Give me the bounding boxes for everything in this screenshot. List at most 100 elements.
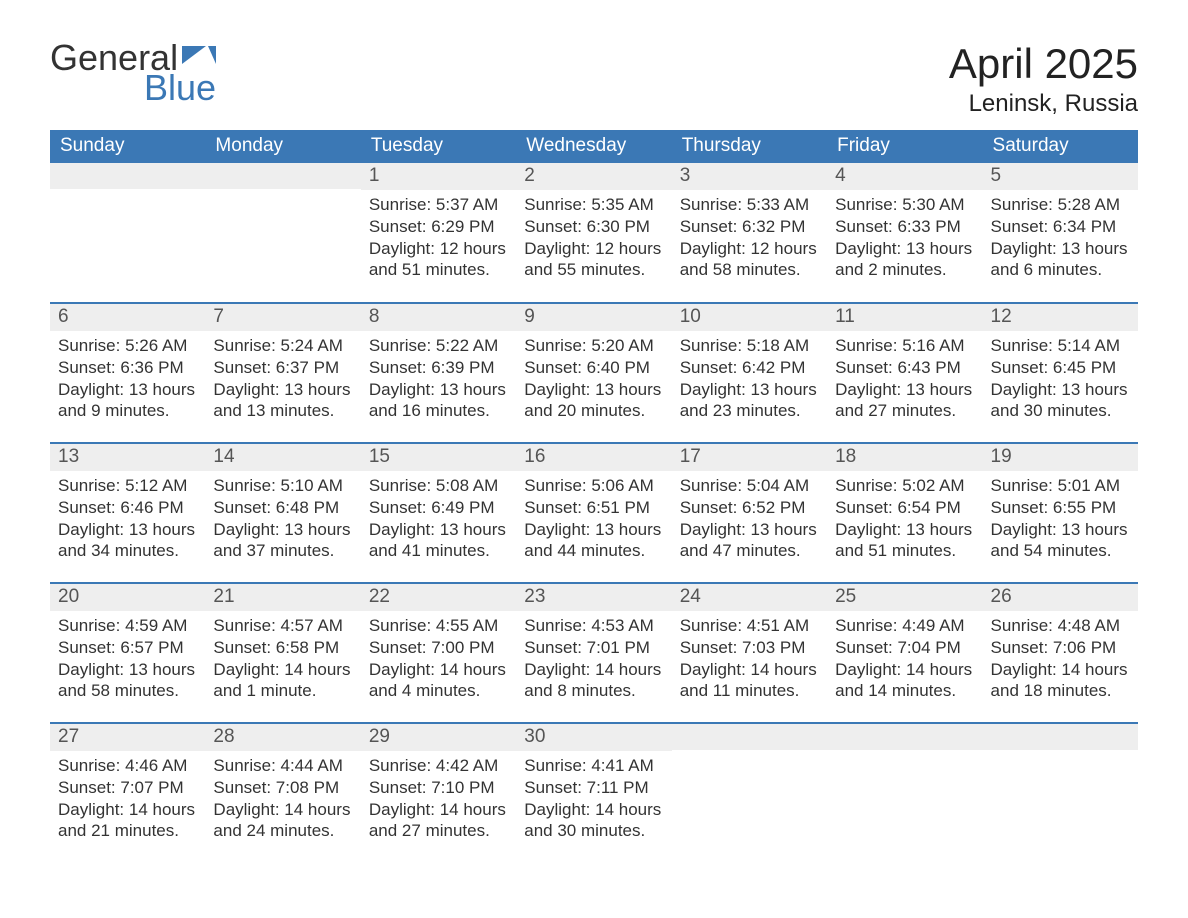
daylight-text: Daylight: 13 hours and 37 minutes. — [213, 519, 352, 563]
brand-word2: Blue — [50, 70, 216, 106]
sunrise-text: Sunrise: 4:57 AM — [213, 615, 352, 637]
calendar-day-cell: 8Sunrise: 5:22 AMSunset: 6:39 PMDaylight… — [361, 303, 516, 443]
daylight-text: Daylight: 14 hours and 8 minutes. — [524, 659, 663, 703]
sunrise-text: Sunrise: 4:44 AM — [213, 755, 352, 777]
sunset-text: Sunset: 6:48 PM — [213, 497, 352, 519]
calendar-day-cell — [50, 163, 205, 303]
calendar-day-cell: 25Sunrise: 4:49 AMSunset: 7:04 PMDayligh… — [827, 583, 982, 723]
brand-logo: General Blue — [50, 40, 216, 106]
sunset-text: Sunset: 7:06 PM — [991, 637, 1130, 659]
sunrise-text: Sunrise: 5:35 AM — [524, 194, 663, 216]
sunset-text: Sunset: 6:39 PM — [369, 357, 508, 379]
sunset-text: Sunset: 6:42 PM — [680, 357, 819, 379]
sunrise-text: Sunrise: 5:14 AM — [991, 335, 1130, 357]
day-number: 16 — [516, 444, 671, 471]
day-body: Sunrise: 5:26 AMSunset: 6:36 PMDaylight:… — [50, 331, 205, 430]
location-label: Leninsk, Russia — [949, 90, 1138, 118]
calendar-day-cell — [983, 723, 1138, 863]
sunrise-text: Sunrise: 4:41 AM — [524, 755, 663, 777]
sunset-text: Sunset: 6:37 PM — [213, 357, 352, 379]
daylight-text: Daylight: 13 hours and 34 minutes. — [58, 519, 197, 563]
day-number: 21 — [205, 584, 360, 611]
day-number: 25 — [827, 584, 982, 611]
sunrise-text: Sunrise: 5:20 AM — [524, 335, 663, 357]
sunset-text: Sunset: 6:46 PM — [58, 497, 197, 519]
daylight-text: Daylight: 13 hours and 6 minutes. — [991, 238, 1130, 282]
daylight-text: Daylight: 13 hours and 2 minutes. — [835, 238, 974, 282]
daylight-text: Daylight: 13 hours and 44 minutes. — [524, 519, 663, 563]
day-number: 9 — [516, 304, 671, 331]
weekday-header-row: Sunday Monday Tuesday Wednesday Thursday… — [50, 130, 1138, 163]
day-number: 17 — [672, 444, 827, 471]
sunset-text: Sunset: 6:54 PM — [835, 497, 974, 519]
daylight-text: Daylight: 14 hours and 11 minutes. — [680, 659, 819, 703]
sunset-text: Sunset: 6:51 PM — [524, 497, 663, 519]
calendar-day-cell: 1Sunrise: 5:37 AMSunset: 6:29 PMDaylight… — [361, 163, 516, 303]
day-number — [983, 724, 1138, 750]
calendar-day-cell: 4Sunrise: 5:30 AMSunset: 6:33 PMDaylight… — [827, 163, 982, 303]
calendar-day-cell: 7Sunrise: 5:24 AMSunset: 6:37 PMDaylight… — [205, 303, 360, 443]
sunrise-text: Sunrise: 5:16 AM — [835, 335, 974, 357]
day-number: 5 — [983, 163, 1138, 190]
calendar-day-cell: 30Sunrise: 4:41 AMSunset: 7:11 PMDayligh… — [516, 723, 671, 863]
calendar-day-cell: 17Sunrise: 5:04 AMSunset: 6:52 PMDayligh… — [672, 443, 827, 583]
calendar-day-cell — [672, 723, 827, 863]
day-number: 11 — [827, 304, 982, 331]
day-body: Sunrise: 5:10 AMSunset: 6:48 PMDaylight:… — [205, 471, 360, 570]
day-body: Sunrise: 5:04 AMSunset: 6:52 PMDaylight:… — [672, 471, 827, 570]
sunrise-text: Sunrise: 5:24 AM — [213, 335, 352, 357]
day-body: Sunrise: 5:14 AMSunset: 6:45 PMDaylight:… — [983, 331, 1138, 430]
sunset-text: Sunset: 7:03 PM — [680, 637, 819, 659]
day-number: 28 — [205, 724, 360, 751]
day-body: Sunrise: 4:41 AMSunset: 7:11 PMDaylight:… — [516, 751, 671, 850]
sunset-text: Sunset: 6:40 PM — [524, 357, 663, 379]
sunset-text: Sunset: 6:36 PM — [58, 357, 197, 379]
daylight-text: Daylight: 14 hours and 24 minutes. — [213, 799, 352, 843]
sunrise-text: Sunrise: 5:02 AM — [835, 475, 974, 497]
calendar-day-cell: 3Sunrise: 5:33 AMSunset: 6:32 PMDaylight… — [672, 163, 827, 303]
sunset-text: Sunset: 6:52 PM — [680, 497, 819, 519]
sunrise-text: Sunrise: 5:33 AM — [680, 194, 819, 216]
sunset-text: Sunset: 6:32 PM — [680, 216, 819, 238]
sunset-text: Sunset: 6:30 PM — [524, 216, 663, 238]
sunrise-text: Sunrise: 5:37 AM — [369, 194, 508, 216]
calendar-week-row: 13Sunrise: 5:12 AMSunset: 6:46 PMDayligh… — [50, 443, 1138, 583]
day-body: Sunrise: 5:08 AMSunset: 6:49 PMDaylight:… — [361, 471, 516, 570]
calendar-day-cell: 14Sunrise: 5:10 AMSunset: 6:48 PMDayligh… — [205, 443, 360, 583]
sunrise-text: Sunrise: 4:53 AM — [524, 615, 663, 637]
daylight-text: Daylight: 13 hours and 41 minutes. — [369, 519, 508, 563]
calendar-week-row: 6Sunrise: 5:26 AMSunset: 6:36 PMDaylight… — [50, 303, 1138, 443]
day-body: Sunrise: 4:46 AMSunset: 7:07 PMDaylight:… — [50, 751, 205, 850]
calendar-day-cell: 19Sunrise: 5:01 AMSunset: 6:55 PMDayligh… — [983, 443, 1138, 583]
daylight-text: Daylight: 14 hours and 30 minutes. — [524, 799, 663, 843]
day-body: Sunrise: 4:44 AMSunset: 7:08 PMDaylight:… — [205, 751, 360, 850]
calendar-day-cell: 6Sunrise: 5:26 AMSunset: 6:36 PMDaylight… — [50, 303, 205, 443]
day-body: Sunrise: 5:22 AMSunset: 6:39 PMDaylight:… — [361, 331, 516, 430]
weekday-header: Sunday — [50, 130, 205, 163]
day-number: 24 — [672, 584, 827, 611]
calendar-day-cell: 5Sunrise: 5:28 AMSunset: 6:34 PMDaylight… — [983, 163, 1138, 303]
day-number: 15 — [361, 444, 516, 471]
sunset-text: Sunset: 7:10 PM — [369, 777, 508, 799]
weekday-header: Saturday — [983, 130, 1138, 163]
calendar-day-cell: 15Sunrise: 5:08 AMSunset: 6:49 PMDayligh… — [361, 443, 516, 583]
day-body: Sunrise: 4:51 AMSunset: 7:03 PMDaylight:… — [672, 611, 827, 710]
calendar-day-cell — [205, 163, 360, 303]
sunrise-text: Sunrise: 4:46 AM — [58, 755, 197, 777]
daylight-text: Daylight: 13 hours and 27 minutes. — [835, 379, 974, 423]
sunset-text: Sunset: 7:08 PM — [213, 777, 352, 799]
day-body: Sunrise: 5:37 AMSunset: 6:29 PMDaylight:… — [361, 190, 516, 289]
day-number: 23 — [516, 584, 671, 611]
sunset-text: Sunset: 7:07 PM — [58, 777, 197, 799]
sunrise-text: Sunrise: 5:01 AM — [991, 475, 1130, 497]
sunrise-text: Sunrise: 5:08 AM — [369, 475, 508, 497]
weekday-header: Tuesday — [361, 130, 516, 163]
title-block: April 2025 Leninsk, Russia — [949, 40, 1138, 118]
sunrise-text: Sunrise: 5:12 AM — [58, 475, 197, 497]
calendar-day-cell: 11Sunrise: 5:16 AMSunset: 6:43 PMDayligh… — [827, 303, 982, 443]
day-body: Sunrise: 4:49 AMSunset: 7:04 PMDaylight:… — [827, 611, 982, 710]
day-body: Sunrise: 5:35 AMSunset: 6:30 PMDaylight:… — [516, 190, 671, 289]
day-number — [205, 163, 360, 189]
calendar-week-row: 20Sunrise: 4:59 AMSunset: 6:57 PMDayligh… — [50, 583, 1138, 723]
sunset-text: Sunset: 6:45 PM — [991, 357, 1130, 379]
